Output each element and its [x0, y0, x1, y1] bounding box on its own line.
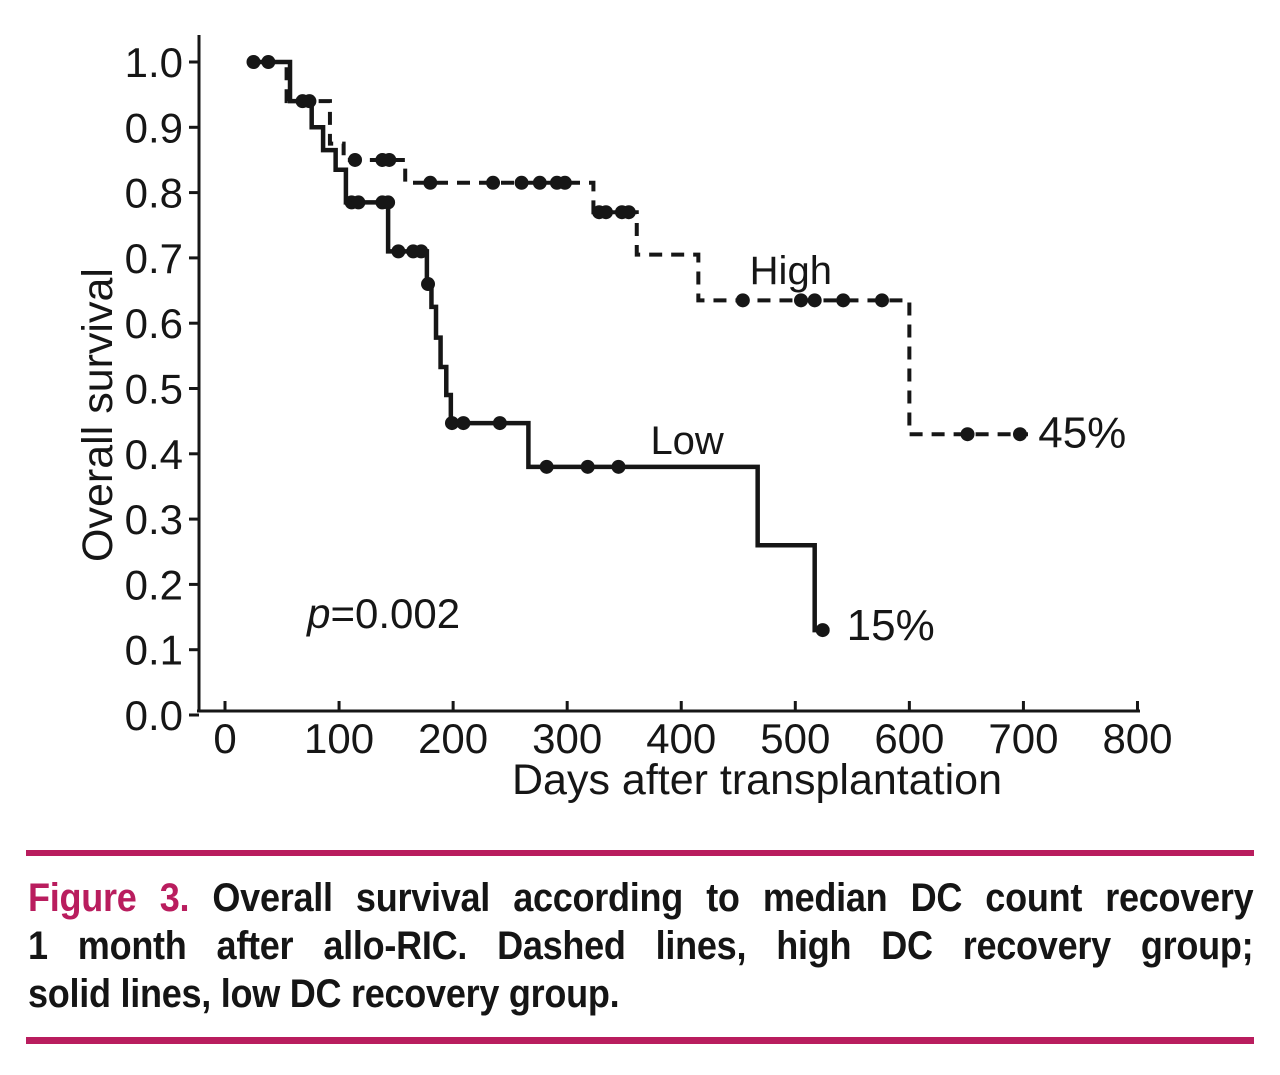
- y-tick-label: 0.2: [125, 561, 183, 608]
- y-tick-label: 0.1: [125, 627, 183, 674]
- caption-line-2: 1 month after allo-RIC. Dashed lines, hi…: [28, 924, 1254, 968]
- censor-mark-low: [391, 244, 406, 259]
- y-tick-label: 0.9: [125, 104, 183, 151]
- censor-mark-high: [532, 175, 547, 190]
- x-tick-label: 100: [304, 715, 374, 762]
- censor-mark-low: [261, 55, 276, 69]
- censor-mark-high: [836, 293, 851, 308]
- annotation-p-value: p=0.002: [305, 590, 460, 637]
- x-tick-label: 600: [874, 715, 944, 762]
- censor-mark-low: [815, 623, 830, 638]
- y-tick-label: 1.0: [125, 39, 183, 86]
- censor-mark-high: [807, 293, 822, 308]
- curve-high: [247, 60, 1028, 437]
- y-tick-label: 0.8: [125, 170, 183, 217]
- censor-mark-low: [381, 195, 396, 210]
- y-tick-label: 0.7: [125, 235, 183, 282]
- caption-line1-text: Overall survival according to median DC …: [189, 876, 1254, 920]
- censor-mark-low: [302, 94, 317, 109]
- censor-mark-high: [1012, 427, 1027, 442]
- end-label-high: 45%: [1038, 408, 1126, 457]
- caption-line-3: solid lines, low DC recovery group.: [28, 972, 620, 1016]
- censor-mark-low: [421, 277, 436, 292]
- censor-mark-low: [456, 416, 471, 431]
- censor-mark-high: [382, 152, 397, 167]
- censor-mark-high: [557, 175, 572, 190]
- x-tick-label: 200: [418, 715, 488, 762]
- y-tick-label: 0.0: [125, 692, 183, 739]
- caption-figure-label: Figure 3.: [28, 876, 190, 920]
- series-label-high: High: [750, 249, 832, 293]
- x-axis-title: Days after transplantation: [512, 756, 1002, 804]
- censor-mark-low: [414, 244, 429, 259]
- curve-low: [247, 59, 830, 633]
- censor-mark-low: [611, 459, 626, 474]
- figure-caption: Figure 3. Overall survival according to …: [28, 874, 1253, 1018]
- x-tick-label: 400: [646, 715, 716, 762]
- censor-mark-high: [348, 152, 363, 167]
- censor-mark-low: [351, 195, 366, 210]
- censor-mark-low: [444, 416, 459, 431]
- censor-mark-high: [514, 175, 529, 190]
- censor-mark-low: [580, 459, 595, 474]
- censor-mark-high: [621, 205, 636, 220]
- y-tick-label: 0.5: [125, 366, 183, 413]
- censor-mark-low: [246, 55, 261, 69]
- y-axis-title: Overall survival: [74, 268, 122, 562]
- censor-mark-high: [423, 175, 438, 190]
- y-tick-label: 0.3: [125, 496, 183, 543]
- censor-mark-high: [735, 293, 750, 308]
- series-label-low: Low: [650, 419, 723, 463]
- censor-mark-high: [598, 205, 613, 220]
- caption-line-1: Figure 3. Overall survival according to …: [28, 874, 1253, 922]
- censor-mark-low: [492, 416, 507, 431]
- censor-mark-low: [539, 459, 554, 474]
- x-tick-label: 700: [988, 715, 1058, 762]
- caption-divider-bottom: [26, 1037, 1254, 1044]
- censor-mark-high: [794, 293, 809, 308]
- y-tick-label: 0.4: [125, 431, 183, 478]
- end-label-low: 15%: [847, 601, 935, 650]
- x-tick-label: 300: [532, 715, 602, 762]
- x-tick-label: 0: [213, 715, 236, 762]
- censor-mark-high: [960, 427, 975, 442]
- survival-chart: 0 100 200 300 400 500 600 700 800 1.0 0.9 0.8 0.7 0.6…: [74, 35, 1173, 804]
- x-tick-label: 500: [760, 715, 830, 762]
- caption-divider-top: [26, 850, 1254, 856]
- censor-mark-high: [486, 175, 501, 190]
- x-tick-label: 800: [1102, 715, 1172, 762]
- y-tick-label: 0.6: [125, 300, 183, 347]
- censor-mark-high: [874, 293, 889, 308]
